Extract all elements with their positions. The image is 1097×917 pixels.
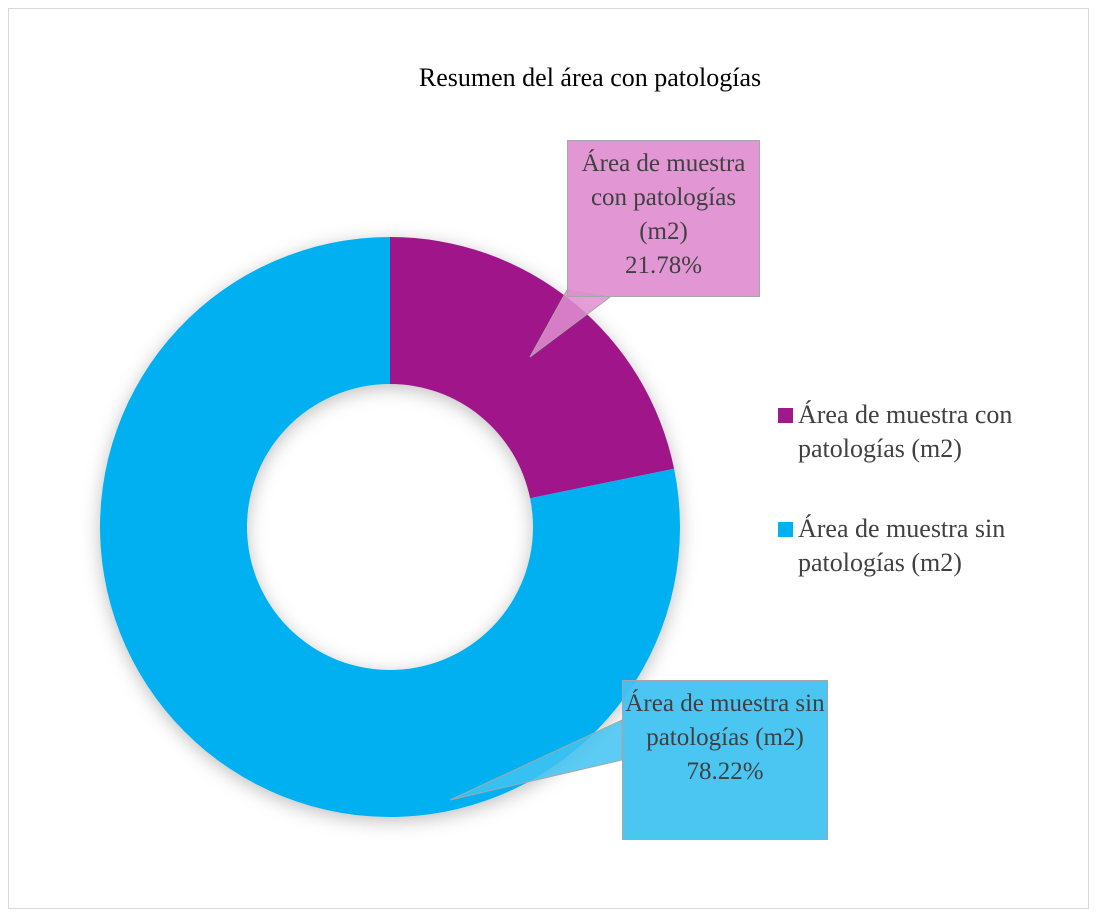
- legend-swatch: [778, 408, 793, 423]
- chart-title: Resumen del área con patologías: [419, 63, 761, 92]
- donut: [100, 237, 681, 818]
- legend-label: Área de muestra sin patologías (m2): [798, 514, 1006, 577]
- data-label: Área de muestra con patologías (m2) 21.7…: [567, 140, 760, 297]
- data-label-value: 78.22%: [686, 758, 764, 785]
- legend-swatch: [778, 522, 793, 537]
- legend-label: Área de muestra con patologías (m2): [798, 400, 1013, 463]
- data-label-value: 21.78%: [624, 252, 703, 279]
- data-label: Área de muestra sin patologías (m2) 78.2…: [622, 680, 828, 840]
- data-label-category: Área de muestra sin patologías (m2): [625, 690, 825, 751]
- legend-item: Área de muestra sin patologías (m2): [778, 512, 1078, 580]
- legend-item: Área de muestra con patologías (m2): [778, 398, 1078, 466]
- donut-segment: [100, 237, 681, 818]
- data-label-category: Área de muestra con patologías (m2): [581, 150, 746, 245]
- donut-segment: [390, 237, 675, 499]
